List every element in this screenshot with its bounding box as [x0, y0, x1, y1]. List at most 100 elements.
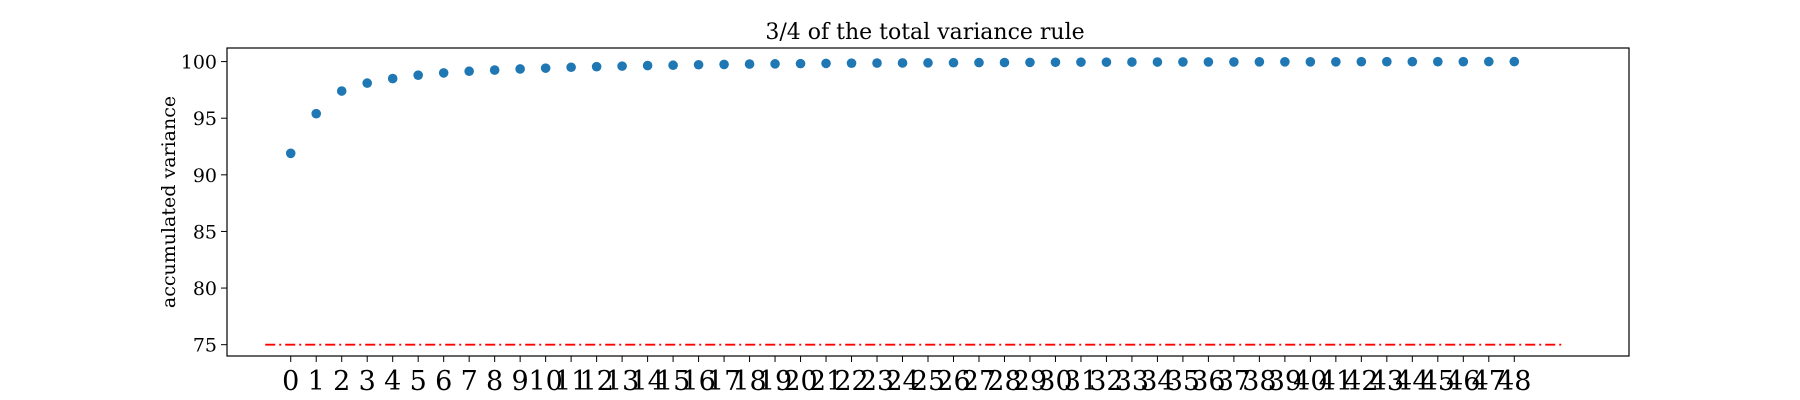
x-tick-label: 36 [1191, 366, 1225, 397]
x-tick-label: 16 [681, 366, 715, 397]
y-tick-label: 90 [193, 165, 217, 187]
x-tick-label: 33 [1115, 366, 1149, 397]
x-tick-label: 10 [528, 366, 562, 397]
data-point [770, 59, 780, 69]
x-tick-label: 25 [911, 366, 945, 397]
data-point [387, 73, 398, 84]
x-tick-label: 41 [1319, 366, 1353, 397]
data-point [744, 59, 755, 69]
x-tick-label: 20 [783, 366, 817, 397]
data-point [515, 64, 525, 74]
x-tick-label: 24 [885, 366, 919, 397]
x-tick-label: 48 [1497, 366, 1531, 397]
y-tick-label: 75 [193, 335, 217, 357]
data-point [1458, 56, 1469, 67]
data-point [1382, 56, 1392, 67]
data-point [1152, 57, 1163, 67]
data-point [566, 62, 576, 73]
data-point [1356, 56, 1367, 67]
data-point [464, 66, 474, 77]
x-tick-label: 22 [834, 366, 868, 397]
x-tick-label: 23 [860, 366, 894, 397]
data-point [1254, 57, 1265, 67]
x-tick-label: 17 [707, 366, 741, 397]
y-tick-label: 100 [181, 52, 217, 74]
chart-title: 3/4 of the total variance rule [765, 20, 1084, 45]
data-point [540, 63, 551, 73]
x-tick-label: 4 [384, 366, 401, 397]
x-tick-label: 43 [1370, 366, 1404, 397]
data-point [285, 148, 296, 159]
x-tick-label: 5 [410, 366, 427, 397]
x-tick-label: 42 [1344, 366, 1378, 397]
x-tick-label: 37 [1217, 366, 1251, 397]
y-tick-label: 85 [193, 221, 217, 243]
x-tick-label: 38 [1242, 366, 1276, 397]
x-tick-label: 0 [282, 366, 299, 397]
x-tick-label: 6 [435, 366, 452, 397]
data-point [999, 57, 1010, 68]
data-point [489, 65, 500, 75]
data-point [1331, 57, 1341, 67]
data-point [719, 59, 729, 70]
data-point [1025, 57, 1035, 68]
x-tick-label: 12 [579, 366, 613, 397]
data-point [1280, 57, 1290, 67]
x-tick-label: 30 [1038, 366, 1072, 397]
x-tick-label: 45 [1421, 366, 1455, 397]
data-point [642, 60, 653, 71]
data-point [1050, 57, 1061, 68]
y-axis: 75 80 85 90 95 100 [181, 52, 227, 357]
x-tick-label: 1 [308, 366, 325, 397]
data-point [1433, 56, 1443, 67]
data-point [1203, 57, 1214, 67]
data-points [285, 56, 1520, 159]
x-tick-label: 21 [809, 366, 843, 397]
data-point [923, 58, 933, 68]
x-tick-label: 35 [1166, 366, 1200, 397]
x-tick-label: 31 [1064, 366, 1098, 397]
data-point [948, 57, 959, 68]
x-tick-label: 11 [554, 366, 588, 397]
data-point [1305, 57, 1316, 67]
x-tick-label: 32 [1089, 366, 1123, 397]
data-point [974, 57, 984, 68]
x-tick-label: 46 [1446, 366, 1480, 397]
x-tick-label: 7 [461, 366, 478, 397]
data-point [362, 78, 373, 88]
x-tick-label: 15 [656, 366, 690, 397]
data-point [1407, 56, 1418, 67]
x-tick-label: 8 [486, 366, 503, 397]
data-point [1076, 57, 1086, 67]
data-point [1178, 57, 1188, 67]
plot-area-frame [226, 47, 1630, 357]
data-point [897, 58, 908, 68]
data-point [617, 61, 627, 71]
x-tick-label: 13 [605, 366, 639, 397]
data-point [591, 61, 602, 72]
x-tick-label: 2 [333, 366, 350, 397]
x-tick-label: 18 [732, 366, 766, 397]
data-point [1509, 56, 1520, 67]
x-tick-label: 28 [987, 366, 1021, 397]
x-tick-label: 27 [962, 366, 996, 397]
x-tick-label: 3 [359, 366, 376, 397]
x-tick-label: 9 [512, 366, 529, 397]
y-axis-label: accumulated variance [158, 96, 180, 308]
x-tick-label: 40 [1293, 366, 1327, 397]
data-point [795, 58, 806, 69]
data-point [821, 58, 831, 69]
x-tick-label: 34 [1140, 366, 1174, 397]
data-point [1484, 56, 1494, 67]
data-point [872, 58, 882, 68]
data-point [413, 70, 423, 80]
data-point [846, 58, 857, 68]
data-point [693, 59, 704, 70]
data-point [438, 68, 449, 78]
data-point [1229, 57, 1239, 67]
data-point [1127, 57, 1137, 67]
x-tick-label: 26 [936, 366, 970, 397]
data-point [1101, 57, 1112, 67]
data-point [336, 86, 347, 96]
